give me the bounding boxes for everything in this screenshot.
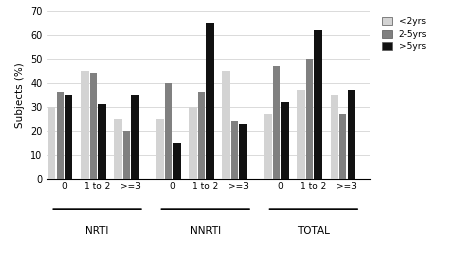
Legend: <2yrs, 2-5yrs, >5yrs: <2yrs, 2-5yrs, >5yrs — [381, 15, 429, 53]
Bar — [56, 92, 64, 179]
Bar — [98, 104, 106, 179]
Bar — [222, 71, 230, 179]
Bar — [198, 92, 205, 179]
Bar — [206, 23, 214, 179]
Bar — [131, 95, 139, 179]
Bar — [330, 95, 338, 179]
Bar — [173, 143, 181, 179]
Bar — [156, 119, 164, 179]
Bar — [190, 107, 197, 179]
Bar — [165, 83, 172, 179]
Bar — [114, 119, 122, 179]
Bar — [65, 95, 73, 179]
Bar — [273, 66, 280, 179]
Y-axis label: Subjects (%): Subjects (%) — [15, 62, 25, 128]
Bar — [90, 73, 97, 179]
Bar — [264, 114, 272, 179]
Bar — [239, 124, 247, 179]
Bar — [123, 131, 130, 179]
Bar — [282, 102, 289, 179]
Bar — [81, 71, 89, 179]
Bar — [48, 107, 55, 179]
Bar — [339, 114, 346, 179]
Bar — [306, 59, 313, 179]
Bar — [314, 30, 322, 179]
Bar — [298, 90, 305, 179]
Text: NNRTI: NNRTI — [190, 226, 221, 236]
Text: NRTI: NRTI — [85, 226, 109, 236]
Bar — [231, 121, 238, 179]
Bar — [347, 90, 355, 179]
Text: TOTAL: TOTAL — [297, 226, 330, 236]
